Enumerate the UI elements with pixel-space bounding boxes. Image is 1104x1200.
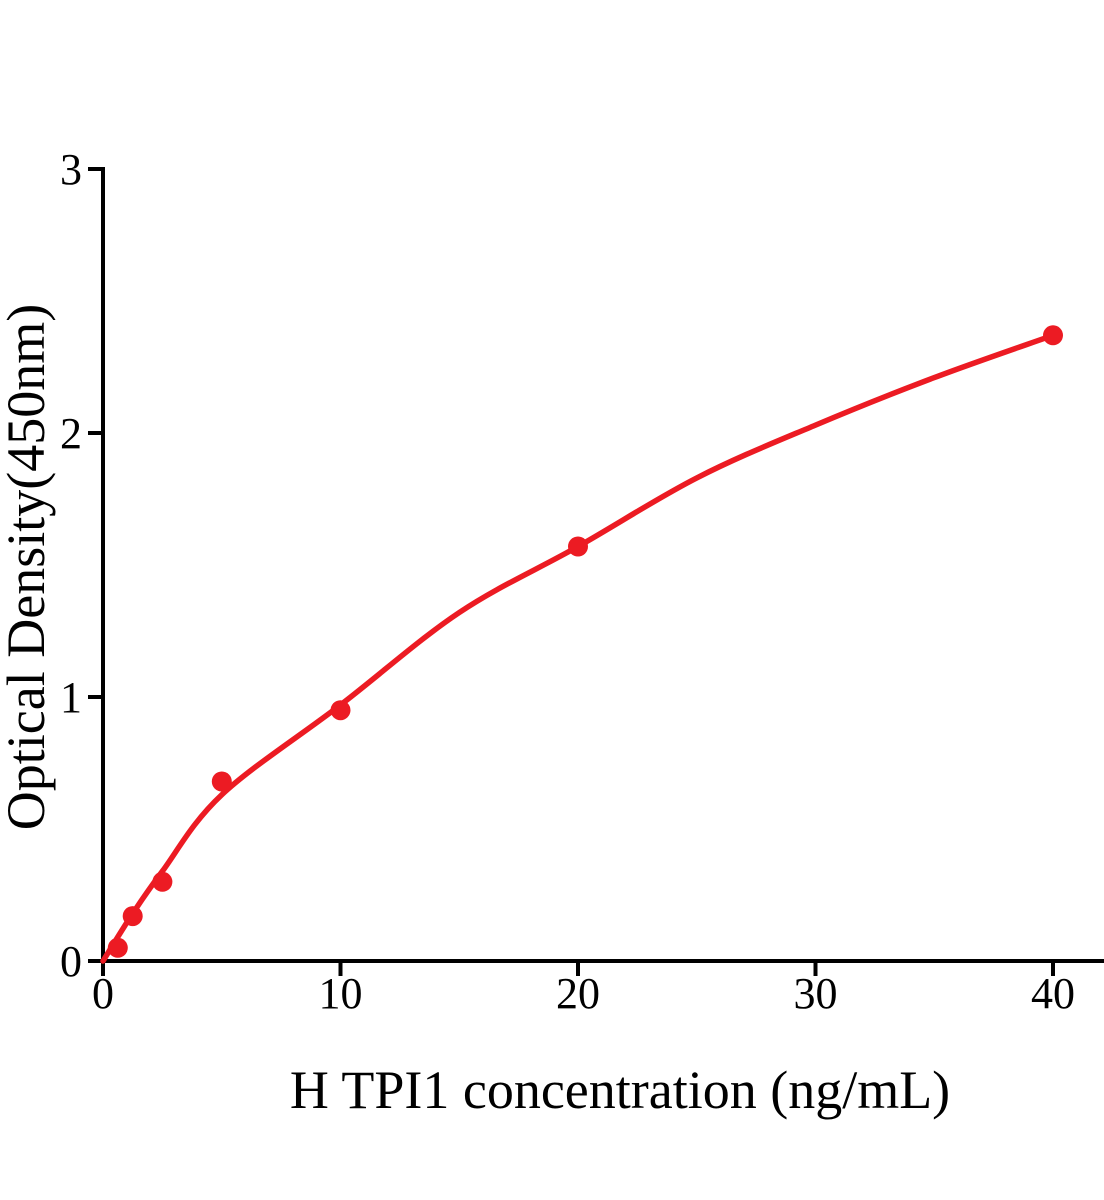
data-point bbox=[211, 771, 232, 792]
data-point bbox=[122, 906, 143, 927]
x-tick-label: 10 bbox=[319, 969, 363, 1018]
y-axis-title: Optical Density(450nm) bbox=[0, 304, 56, 830]
x-tick-label: 0 bbox=[92, 969, 114, 1018]
x-tick-label: 30 bbox=[794, 969, 838, 1018]
x-axis-title: H TPI1 concentration (ng/mL) bbox=[290, 1060, 950, 1120]
fit-curve bbox=[100, 332, 1056, 964]
y-tick-label: 2 bbox=[60, 409, 82, 458]
x-tick-label: 40 bbox=[1031, 969, 1075, 1018]
data-point bbox=[330, 700, 351, 721]
ticks-layer bbox=[88, 167, 1055, 976]
y-tick-label: 3 bbox=[60, 145, 82, 194]
data-point bbox=[107, 937, 128, 958]
axes-layer bbox=[88, 167, 1104, 976]
y-tick-label: 0 bbox=[60, 937, 82, 986]
data-point bbox=[568, 536, 588, 557]
data-point bbox=[1043, 325, 1063, 346]
y-tick-label: 1 bbox=[60, 673, 82, 722]
fit-curve-layer bbox=[100, 332, 1056, 964]
data-points-layer bbox=[107, 325, 1063, 958]
data-point bbox=[152, 871, 173, 892]
x-tick-label: 20 bbox=[556, 969, 600, 1018]
tick-labels-layer: 0 10 20 30 40 0 1 2 3 bbox=[60, 145, 1075, 1018]
